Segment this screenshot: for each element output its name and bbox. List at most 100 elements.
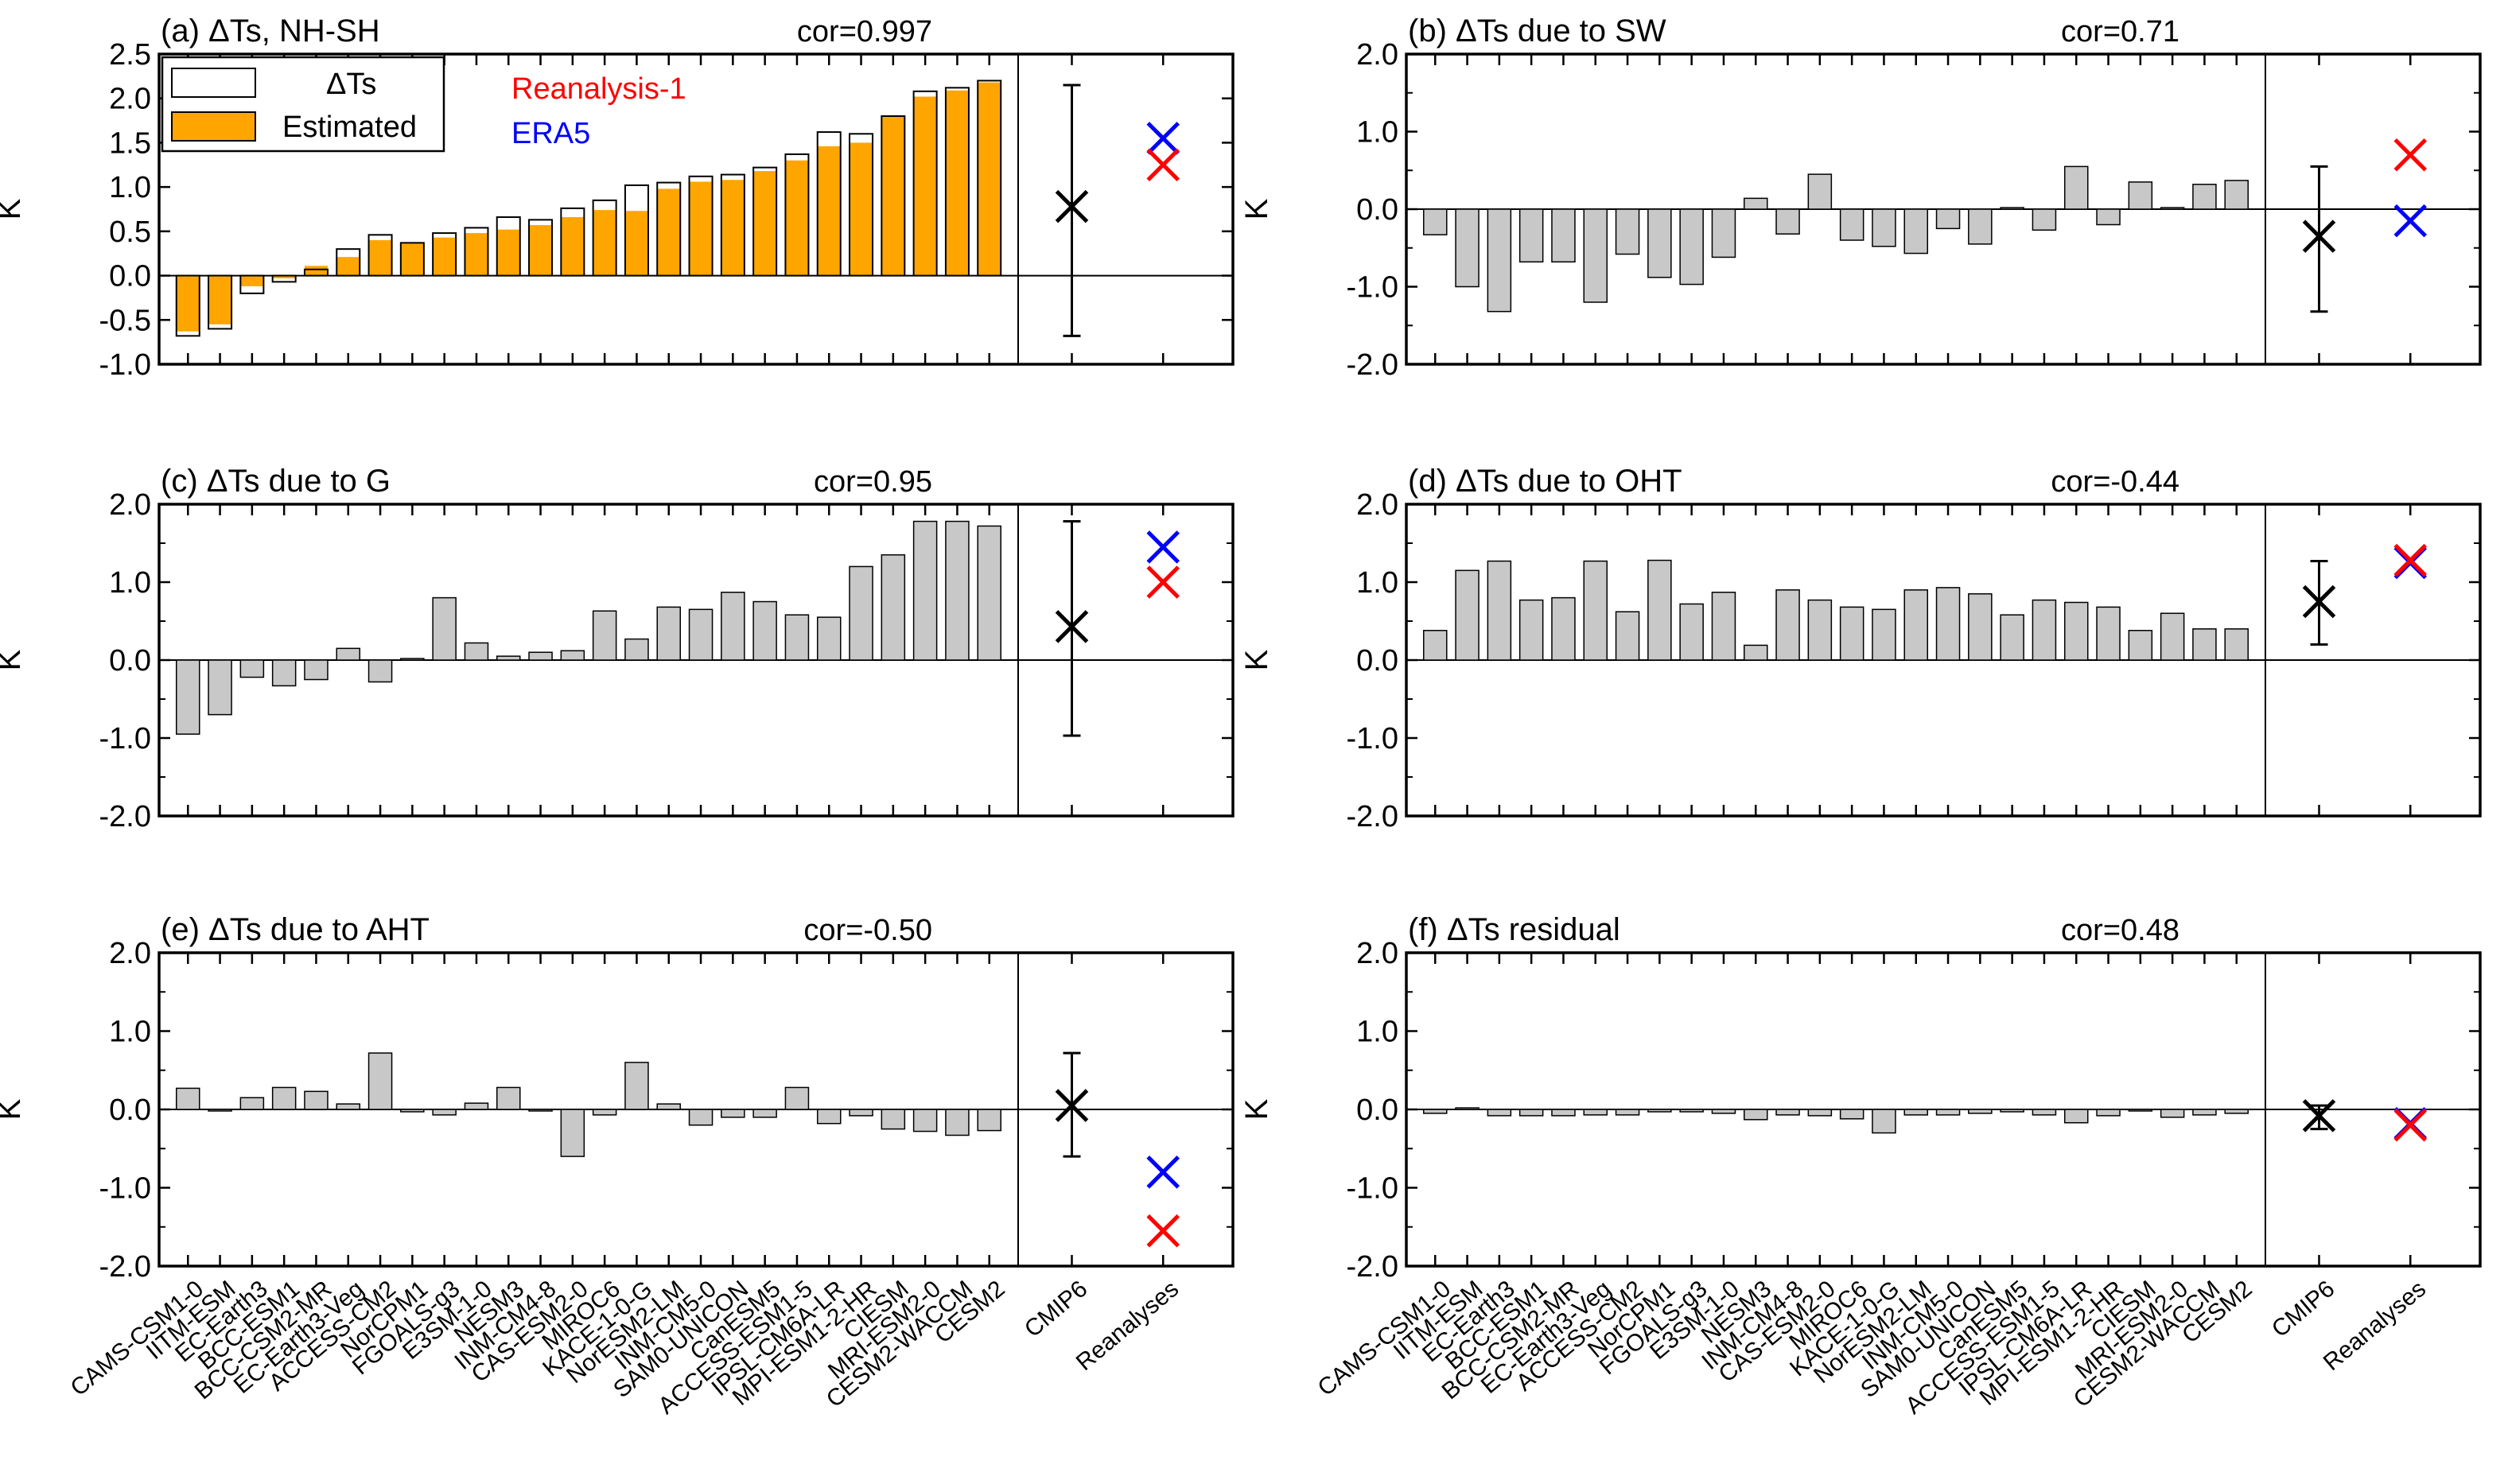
y-tick-label: 0.0: [1356, 1094, 1398, 1127]
bar-dts: [303, 268, 329, 277]
cmip6-mean-marker: [1055, 189, 1089, 223]
bar: [2192, 184, 2217, 210]
bar-estimated: [945, 90, 969, 276]
y-tick-label: -1.0: [1347, 271, 1398, 305]
bar-dts: [208, 274, 233, 330]
bar: [1743, 644, 1768, 661]
y-tick-label: 0.0: [109, 260, 151, 293]
bar: [2224, 180, 2249, 210]
y-tick-label: 2.0: [109, 488, 151, 522]
bar-dts: [592, 199, 617, 277]
bar: [1935, 208, 1961, 230]
axes-frame: [157, 52, 1235, 366]
y-axis-label: K: [1239, 1098, 1274, 1120]
y-tick-label: 1.0: [1356, 566, 1398, 600]
bar-estimated: [881, 116, 905, 276]
bar: [496, 655, 521, 661]
bar-estimated: [176, 275, 200, 332]
bar-dts: [912, 90, 938, 277]
bar: [752, 600, 777, 661]
bar: [1872, 1109, 1896, 1134]
bar-dts: [464, 227, 489, 277]
bar-dts: [271, 274, 297, 283]
bar: [176, 659, 200, 735]
y-tick-label: 1.0: [109, 566, 151, 600]
y-tick-label: 2.0: [1356, 38, 1398, 72]
y-tick-label: 2.0: [109, 937, 151, 970]
y-axis-label: K: [0, 1098, 27, 1120]
bar: [688, 1109, 714, 1126]
cmip6-mean-marker-stroke: [1055, 189, 1089, 223]
bar-estimated: [913, 96, 937, 276]
bar: [1807, 1109, 1833, 1117]
panel-6: -2.0 -1.0 0.0 1.0 2.0 K (f) ΔTs residual cor=0.…: [1239, 912, 2482, 1420]
y-tick-label: 1.0: [1356, 116, 1398, 150]
y-tick-label: 0.0: [1356, 644, 1398, 678]
x-tick-label-ensemble: CMIP6: [1020, 1276, 1092, 1342]
bar-estimated: [465, 233, 488, 276]
reanalysis1-marker: [2393, 543, 2428, 577]
bar-dts: [367, 234, 393, 277]
bar-dts: [688, 175, 714, 277]
y-tick-label: -0.5: [99, 304, 151, 337]
bar-dts: [977, 80, 1002, 277]
bar-estimated: [817, 146, 841, 276]
reanalysis1-marker-stroke: [1146, 1214, 1180, 1248]
reanalysis1-marker: [1146, 148, 1180, 182]
bar: [1615, 208, 1640, 255]
bar-dts: [944, 87, 970, 277]
bar: [1903, 208, 1929, 254]
bar: [1423, 208, 1448, 235]
bar: [1839, 1109, 1864, 1120]
bar-estimated: [978, 82, 1001, 276]
panel-title: (f) ΔTs residual: [1408, 912, 1620, 947]
bar: [721, 591, 745, 661]
bar: [2160, 1109, 2185, 1118]
cmip6-mean-marker-stroke: [1055, 610, 1089, 643]
bar: [912, 520, 938, 661]
bar: [464, 642, 489, 661]
panel-4: -2.0 -1.0 0.0 1.0 2.0 K (d) ΔTs due to OHT cor=…: [1239, 464, 2482, 833]
bar: [1487, 560, 1512, 661]
bar-estimated: [624, 211, 648, 276]
reanalysis1-marker-stroke: [2393, 1108, 2428, 1142]
bar: [1647, 208, 1672, 278]
era5-marker-stroke: [1146, 1156, 1180, 1189]
bar: [1839, 606, 1864, 661]
bar: [849, 565, 873, 661]
bar-estimated: [561, 217, 585, 276]
bar: [496, 1086, 521, 1110]
y-tick-label: 2.0: [1356, 937, 1398, 970]
bar-estimated: [208, 275, 232, 324]
bar: [1455, 569, 1480, 661]
reanalysis1-marker-stroke: [2393, 543, 2428, 577]
legend-label-estimated: Estimated: [282, 111, 417, 144]
bar: [1775, 589, 1800, 661]
cmip6-mean-marker-stroke: [1055, 1089, 1089, 1122]
bar: [2128, 181, 2153, 210]
bar: [1583, 208, 1608, 303]
y-tick-label: -1.0: [99, 722, 151, 756]
bar: [624, 1062, 649, 1110]
bar: [1423, 1109, 1448, 1114]
cmip6-mean-marker: [1055, 610, 1089, 643]
bar: [1968, 592, 1993, 661]
bar: [239, 1097, 265, 1110]
bar: [1647, 559, 1672, 661]
bar: [367, 659, 393, 683]
bar: [2224, 628, 2249, 661]
bar: [528, 651, 553, 661]
bar-dts: [816, 131, 842, 277]
bar: [1518, 599, 1544, 661]
bar-estimated: [304, 266, 328, 276]
correlation-label: cor=0.71: [2061, 15, 2179, 49]
bar: [2000, 614, 2024, 661]
reanalysis1-marker: [2393, 138, 2428, 172]
bar: [1615, 611, 1640, 661]
bar: [1679, 208, 1704, 286]
bar: [688, 608, 714, 661]
bar: [1743, 197, 1768, 210]
bar: [1968, 1109, 1993, 1114]
bar-estimated: [689, 181, 713, 276]
